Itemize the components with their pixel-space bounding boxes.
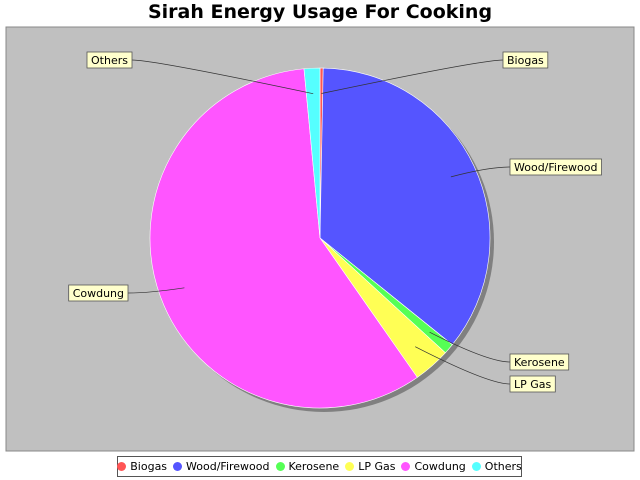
slice-label-box	[502, 51, 549, 69]
legend-label: LP Gas	[358, 460, 396, 473]
legend-item-kerosene[interactable]: Kerosene	[275, 460, 340, 473]
slice-label-text: Cowdung	[73, 287, 124, 300]
slice-label-box	[86, 51, 133, 69]
legend-item-wood-firewood[interactable]: Wood/Firewood	[173, 460, 270, 473]
legend-item-others[interactable]: Others	[471, 460, 522, 473]
legend-swatch	[275, 462, 285, 471]
pie-slice-cowdung[interactable]	[149, 68, 418, 409]
leader-line-kerosene	[429, 331, 511, 363]
legend-label: Wood/Firewood	[186, 460, 270, 473]
slice-label-others: Others	[86, 51, 133, 69]
slice-label-wood-firewood: Wood/Firewood	[509, 158, 602, 176]
legend-swatch	[117, 462, 127, 471]
legend-item-lp-gas[interactable]: LP Gas	[345, 460, 395, 473]
legend-swatch	[471, 462, 481, 471]
chart-title: Sirah Energy Usage For Cooking	[147, 1, 493, 23]
legend: Biogas Wood/Firewood Kerosene LP Gas Cowdung…	[117, 456, 522, 477]
slice-label-text: Kerosene	[514, 356, 565, 369]
slice-label-box	[509, 375, 556, 393]
legend-label: Others	[484, 460, 522, 473]
legend-swatch	[173, 462, 183, 471]
legend-item-biogas[interactable]: Biogas	[117, 460, 167, 473]
slice-label-cowdung: Cowdung	[68, 284, 129, 302]
legend-label: Cowdung	[414, 460, 466, 473]
leader-line-biogas	[321, 59, 504, 94]
leader-line-lp-gas	[415, 346, 511, 385]
slice-label-text: Others	[91, 54, 128, 67]
slice-label-text: LP Gas	[514, 378, 552, 391]
slice-label-lp-gas: LP Gas	[509, 375, 556, 393]
slice-label-biogas: Biogas	[502, 51, 549, 69]
slice-label-text: Wood/Firewood	[514, 161, 597, 174]
leader-line-cowdung	[127, 287, 185, 294]
slice-label-box	[509, 158, 602, 176]
slice-label-kerosene: Kerosene	[509, 353, 570, 371]
leader-line-others	[131, 59, 314, 95]
legend-label: Biogas	[130, 460, 168, 473]
legend-swatch	[401, 462, 411, 471]
leader-line-wood-firewood	[450, 166, 511, 178]
pie-slice-wood-firewood[interactable]	[319, 67, 491, 346]
legend-swatch	[345, 462, 355, 471]
slice-label-box	[68, 284, 129, 302]
legend-label: Kerosene	[288, 460, 340, 473]
slice-label-box	[509, 353, 570, 371]
pie-slice-others[interactable]	[303, 67, 321, 239]
slice-label-text: Biogas	[507, 54, 544, 67]
legend-item-cowdung[interactable]: Cowdung	[401, 460, 466, 473]
